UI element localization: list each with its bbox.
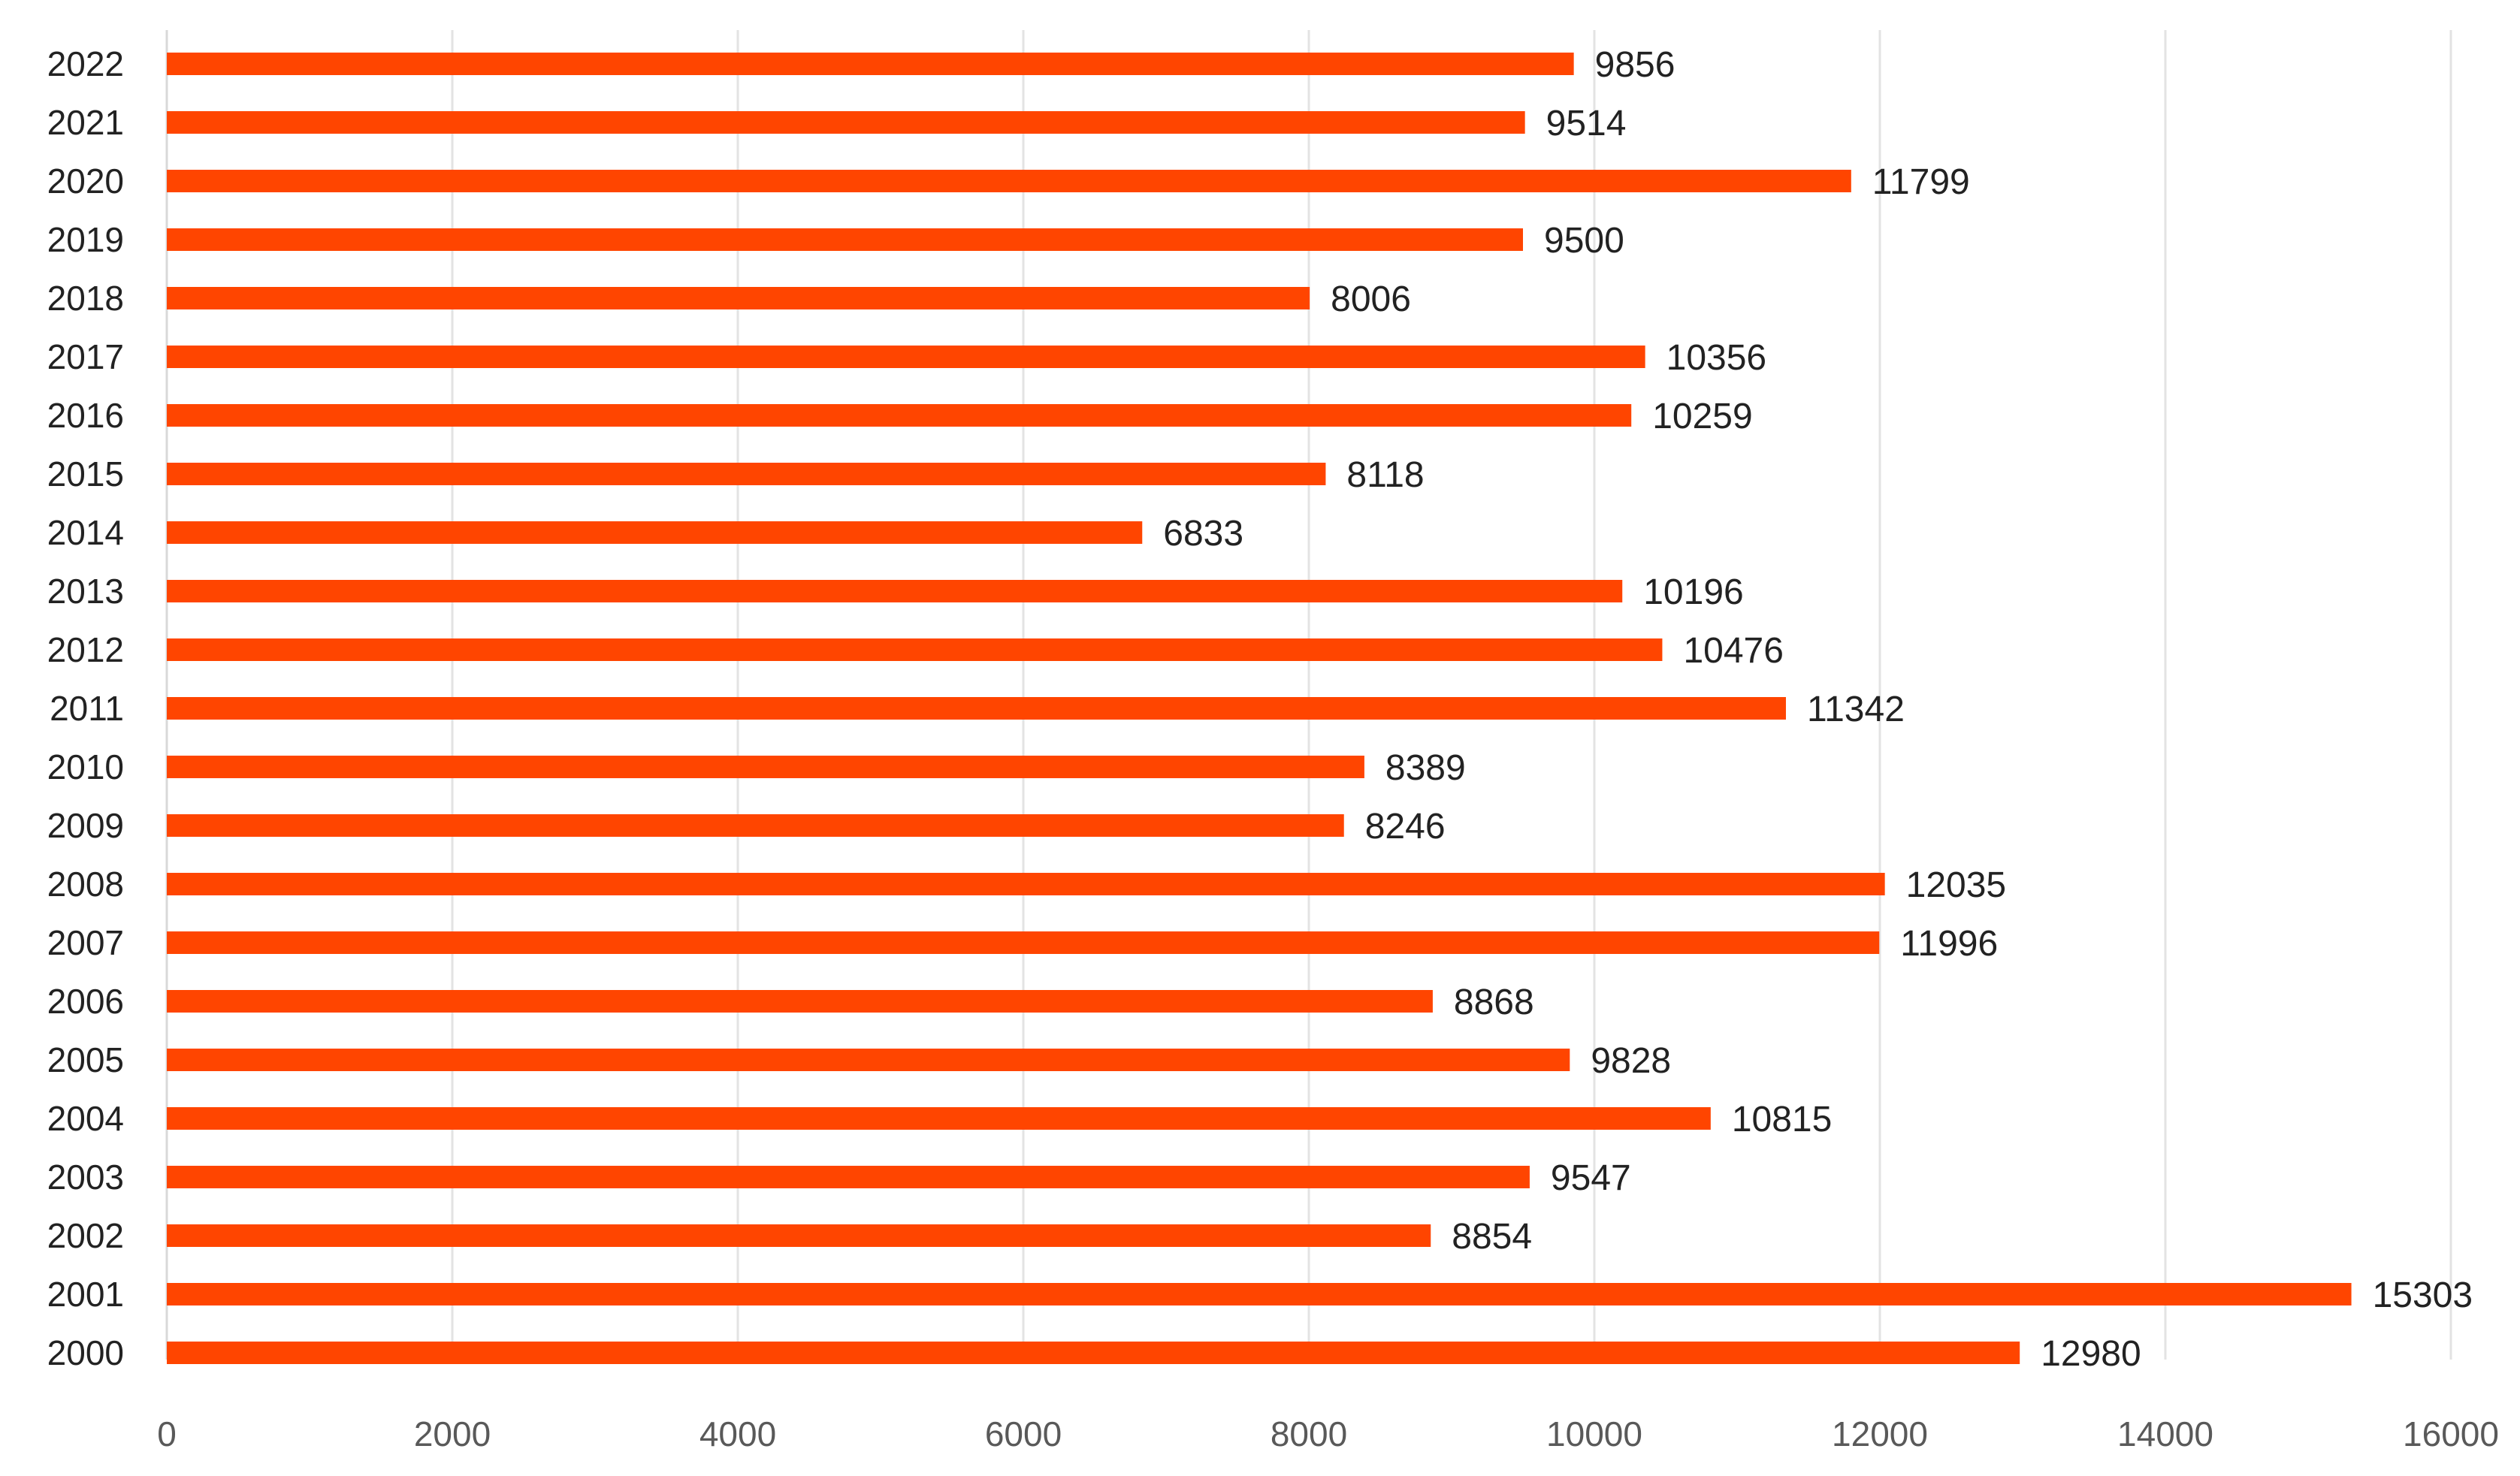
category-label-2016: 2016 [47, 396, 124, 435]
x-tick-label: 10000 [1546, 1414, 1642, 1453]
bar-2018 [167, 287, 1310, 309]
data-label-2018: 8006 [1331, 279, 1411, 319]
bar-2001 [167, 1283, 2352, 1305]
category-label-2011: 2011 [50, 689, 124, 728]
data-label-2017: 10356 [1666, 338, 1766, 378]
data-label-2021: 9514 [1546, 104, 1627, 143]
data-label-2000: 12980 [2041, 1334, 2141, 1374]
category-label-2010: 2010 [47, 747, 124, 786]
category-label-2003: 2003 [47, 1158, 124, 1197]
bar-2003 [167, 1166, 1530, 1188]
data-label-2015: 8118 [1346, 455, 1424, 495]
x-tick-label: 14000 [2117, 1414, 2213, 1453]
bar-2015 [167, 463, 1326, 485]
category-label-2020: 2020 [47, 161, 124, 201]
bar-2014 [167, 521, 1143, 544]
x-tick-label: 2000 [414, 1414, 491, 1453]
bar-2019 [167, 228, 1523, 251]
data-label-2009: 8246 [1365, 807, 1446, 847]
data-label-2008: 12035 [1906, 865, 2006, 905]
data-label-2003: 9547 [1551, 1158, 1631, 1198]
x-tick-label: 12000 [1832, 1414, 1928, 1453]
grid-lines [451, 30, 2452, 1360]
data-label-2016: 10259 [1652, 397, 1752, 436]
data-label-2006: 8868 [1454, 982, 1534, 1022]
data-label-2001: 15303 [2373, 1275, 2473, 1315]
category-label-2021: 2021 [47, 103, 124, 142]
bar-2005 [167, 1049, 1570, 1071]
category-label-2015: 2015 [47, 454, 124, 494]
x-axis-tick-labels: 0 2000 4000 6000 8000 10000 12000 14000 16000 [157, 1414, 2499, 1453]
x-tick-label: 0 [157, 1414, 177, 1453]
bar-2002 [167, 1224, 1431, 1247]
bar-2004 [167, 1107, 1711, 1130]
category-label-2018: 2018 [47, 279, 124, 318]
data-label-2012: 10476 [1683, 631, 1783, 671]
bar-2006 [167, 990, 1433, 1013]
bar-2007 [167, 931, 1880, 954]
category-label-2004: 2004 [47, 1099, 124, 1138]
data-label-2007: 11996 [1900, 924, 1998, 964]
bar-2008 [167, 873, 1885, 895]
data-label-2010: 8389 [1385, 748, 1466, 788]
x-tick-label: 8000 [1271, 1414, 1347, 1453]
category-label-2022: 2022 [47, 44, 124, 83]
data-label-2004: 10815 [1732, 1100, 1832, 1139]
bar-2013 [167, 580, 1623, 602]
bar-2000 [167, 1342, 2020, 1364]
bar-2022 [167, 53, 1574, 75]
data-label-2020: 11799 [1872, 162, 1970, 202]
category-label-2006: 2006 [47, 982, 124, 1021]
data-label-2002: 8854 [1452, 1217, 1532, 1257]
bar-2012 [167, 638, 1663, 661]
category-label-2008: 2008 [47, 865, 124, 904]
category-label-2019: 2019 [47, 220, 124, 259]
category-label-2017: 2017 [47, 337, 124, 376]
category-label-2001: 2001 [47, 1275, 124, 1314]
bars [167, 53, 2352, 1364]
x-tick-label: 4000 [699, 1414, 776, 1453]
bar-2020 [167, 170, 1851, 192]
data-labels: 9856 9514 11799 9500 8006 10356 10259 8118 6833 1… [1163, 45, 2473, 1374]
category-label-2005: 2005 [47, 1040, 124, 1079]
bar-2011 [167, 697, 1786, 720]
bar-2010 [167, 756, 1364, 778]
category-label-2014: 2014 [47, 513, 124, 552]
category-label-2007: 2007 [47, 923, 124, 962]
data-label-2013: 10196 [1643, 572, 1743, 612]
data-label-2005: 9828 [1591, 1041, 1671, 1081]
data-label-2014: 6833 [1163, 514, 1243, 554]
bar-2009 [167, 814, 1344, 837]
category-labels: 2022 2021 2020 2019 2018 2017 2016 2015 2014 2013… [47, 44, 124, 1372]
bar-2016 [167, 404, 1632, 427]
bar-2017 [167, 346, 1645, 368]
data-label-2011: 11342 [1807, 690, 1905, 729]
x-tick-label: 6000 [985, 1414, 1062, 1453]
bar-2021 [167, 111, 1525, 134]
data-label-2022: 9856 [1595, 45, 1675, 85]
category-label-2009: 2009 [47, 806, 124, 845]
category-label-2002: 2002 [47, 1216, 124, 1255]
category-label-2013: 2013 [47, 572, 124, 611]
category-label-2000: 2000 [47, 1333, 124, 1372]
data-label-2019: 9500 [1544, 221, 1624, 261]
x-tick-label: 16000 [2403, 1414, 2499, 1453]
category-label-2012: 2012 [47, 630, 124, 669]
